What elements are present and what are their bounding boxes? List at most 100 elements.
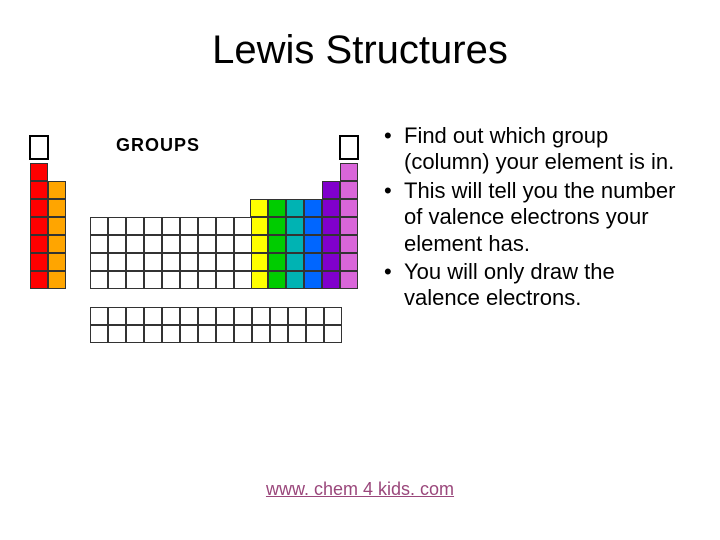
pt-cell xyxy=(126,253,144,271)
pt-cell xyxy=(30,163,48,181)
pt-cell xyxy=(162,271,180,289)
pt-cell xyxy=(324,307,342,325)
pt-cell xyxy=(340,217,358,235)
source-link[interactable]: www. chem 4 kids. com xyxy=(0,479,720,500)
pt-cell xyxy=(108,253,126,271)
pt-cell xyxy=(48,217,66,235)
pt-cell xyxy=(234,325,252,343)
page-title: Lewis Structures xyxy=(0,0,720,73)
pt-cell xyxy=(198,325,216,343)
pt-cell xyxy=(304,271,322,289)
pt-cell xyxy=(306,307,324,325)
pt-cell xyxy=(270,307,288,325)
pt-cell xyxy=(126,307,144,325)
pt-cell xyxy=(108,217,126,235)
pt-cell xyxy=(234,217,252,235)
pt-cell xyxy=(340,235,358,253)
pt-cell xyxy=(270,325,288,343)
pt-cell xyxy=(198,253,216,271)
pt-cell xyxy=(268,271,286,289)
pt-cell xyxy=(286,253,304,271)
pt-cell xyxy=(126,271,144,289)
pt-cell xyxy=(48,181,66,199)
pt-cell xyxy=(180,271,198,289)
pt-cell xyxy=(30,235,48,253)
pt-cell xyxy=(144,325,162,343)
pt-cell xyxy=(216,271,234,289)
pt-cell xyxy=(90,325,108,343)
groups-label: GROUPS xyxy=(116,135,200,156)
pt-cell xyxy=(198,271,216,289)
pt-cell xyxy=(162,235,180,253)
pt-cell xyxy=(30,271,48,289)
pt-cell xyxy=(162,217,180,235)
pt-cell xyxy=(126,217,144,235)
pt-cell xyxy=(198,217,216,235)
pt-cell xyxy=(30,181,48,199)
pt-cell xyxy=(48,253,66,271)
pt-cell xyxy=(286,235,304,253)
pt-cell xyxy=(90,307,108,325)
pt-cell xyxy=(162,325,180,343)
pt-cell xyxy=(30,217,48,235)
pt-cell xyxy=(304,235,322,253)
pt-cell xyxy=(180,253,198,271)
pt-cell xyxy=(144,271,162,289)
pt-cell xyxy=(108,325,126,343)
pt-cell xyxy=(322,253,340,271)
pt-cell xyxy=(268,253,286,271)
pt-cell xyxy=(234,235,252,253)
pt-cell xyxy=(268,199,286,217)
pt-cell xyxy=(144,307,162,325)
pt-cell xyxy=(234,271,252,289)
pt-cell xyxy=(250,253,268,271)
periodic-table-diagram: GROUPS xyxy=(20,133,360,383)
pt-cell xyxy=(322,217,340,235)
pt-cell xyxy=(340,271,358,289)
pt-cell xyxy=(340,199,358,217)
pt-cell xyxy=(324,325,342,343)
pt-cell xyxy=(216,325,234,343)
diagram-area: GROUPS xyxy=(20,123,370,383)
pt-cell xyxy=(250,235,268,253)
pt-cell xyxy=(144,235,162,253)
pt-cell xyxy=(48,235,66,253)
pt-cell xyxy=(162,253,180,271)
pt-cell xyxy=(108,271,126,289)
pt-cell xyxy=(250,217,268,235)
pt-cell xyxy=(234,253,252,271)
pt-cell xyxy=(304,253,322,271)
pt-cell xyxy=(90,235,108,253)
pt-cell xyxy=(216,217,234,235)
pt-cell xyxy=(180,307,198,325)
pt-cell xyxy=(286,271,304,289)
pt-cell xyxy=(126,235,144,253)
pt-cell xyxy=(90,253,108,271)
pt-cell xyxy=(90,271,108,289)
pt-cell xyxy=(198,307,216,325)
pt-cell xyxy=(216,307,234,325)
pt-cell xyxy=(198,235,216,253)
pt-cell xyxy=(322,235,340,253)
pt-cell xyxy=(286,199,304,217)
pt-cell xyxy=(90,217,108,235)
bullet-2: This will tell you the number of valence… xyxy=(380,178,680,257)
pt-cell xyxy=(180,235,198,253)
pt-cell xyxy=(108,235,126,253)
pt-cell xyxy=(340,181,358,199)
pt-cell xyxy=(268,217,286,235)
pt-cell xyxy=(126,325,144,343)
pt-cell xyxy=(340,163,358,181)
bullet-list: Find out which group (column) your eleme… xyxy=(380,123,680,312)
bullet-1: Find out which group (column) your eleme… xyxy=(380,123,680,176)
pt-cell xyxy=(304,217,322,235)
column-highlight xyxy=(339,135,359,160)
pt-cell xyxy=(48,271,66,289)
pt-cell xyxy=(180,217,198,235)
column-highlight xyxy=(29,135,49,160)
pt-cell xyxy=(144,217,162,235)
pt-cell xyxy=(48,199,66,217)
pt-cell xyxy=(108,307,126,325)
pt-cell xyxy=(340,253,358,271)
pt-cell xyxy=(322,181,340,199)
